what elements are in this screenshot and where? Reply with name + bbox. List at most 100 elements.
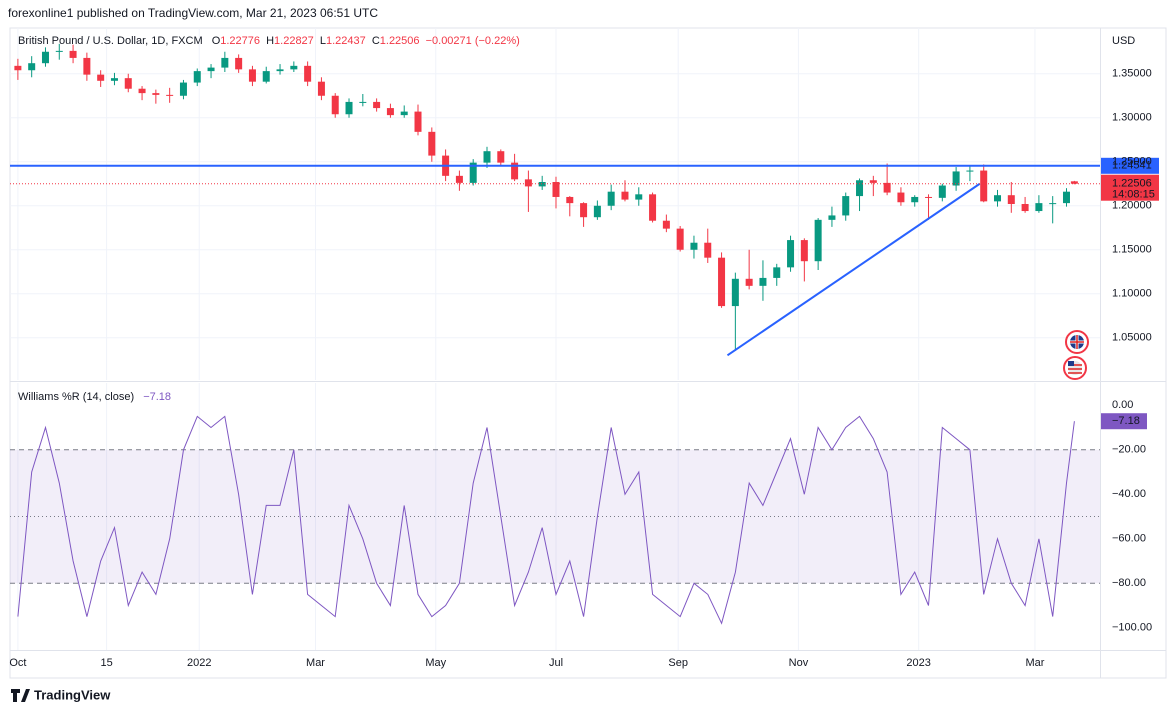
- candle-body: [828, 215, 836, 220]
- gbp-cross-red: [1070, 335, 1084, 349]
- ohlc-value: 1.22776: [220, 35, 260, 47]
- currency: USD: [1112, 35, 1135, 47]
- candle-body: [276, 69, 284, 72]
- candle-body: [41, 51, 49, 64]
- candle-body: [345, 101, 353, 115]
- y-tick-label: 1.10000: [1112, 288, 1152, 300]
- oscillator-value: −7.18: [143, 391, 171, 403]
- x-tick-label: May: [425, 657, 446, 669]
- candle-body: [800, 240, 808, 262]
- trendline: [726, 182, 981, 357]
- logo: [11, 689, 30, 702]
- candle-body: [773, 267, 781, 278]
- candle-body: [911, 196, 919, 203]
- candle-body: [83, 57, 91, 75]
- candle-body: [511, 162, 519, 180]
- x-tick-label: 15: [100, 657, 112, 669]
- candle-body: [690, 242, 698, 250]
- ohlc-letter: O: [212, 35, 221, 47]
- candle-body: [193, 71, 201, 83]
- candle-body: [635, 194, 643, 200]
- candle-body: [925, 196, 933, 198]
- candle-body: [580, 203, 588, 218]
- candle-body: [124, 78, 132, 89]
- x-tick-label: Sep: [668, 657, 688, 669]
- candle-body: [787, 240, 795, 268]
- ohlc-value: 1.22506: [380, 35, 420, 47]
- candle-body: [952, 171, 960, 186]
- candle-body: [649, 194, 657, 221]
- footer: TradingView: [11, 687, 111, 702]
- x-tick-label: Mar: [1025, 657, 1044, 669]
- y-tick-label: 1.20000: [1112, 200, 1152, 212]
- y-tick-label: 0.00: [1112, 399, 1133, 411]
- candle-body: [166, 94, 174, 96]
- candle-body: [1007, 195, 1015, 204]
- y-tick-label: −100.00: [1112, 622, 1152, 634]
- x-tick-label: Oct: [9, 657, 26, 669]
- level-label-box: [1101, 157, 1159, 174]
- candle-body: [662, 220, 670, 229]
- candle-body: [980, 170, 988, 202]
- candle-body: [414, 111, 422, 132]
- candle-body: [138, 88, 146, 94]
- candle-body: [538, 182, 546, 187]
- candle-body: [400, 111, 408, 116]
- candle-body: [483, 151, 491, 163]
- y-tick-label: 1.35000: [1112, 68, 1152, 80]
- candle-body: [704, 242, 712, 258]
- candle-body: [883, 182, 891, 193]
- x-tick-label: Mar: [306, 657, 325, 669]
- candle-body: [152, 93, 160, 95]
- oscillator-title: Williams %R (14, close): [18, 391, 134, 403]
- candle-body: [1021, 204, 1029, 212]
- candle-body: [55, 50, 63, 52]
- legend: British Pound / U.S. Dollar, 1D, FXCM O1…: [18, 35, 520, 47]
- x-tick-label: 2022: [187, 657, 211, 669]
- ohlc-letter: L: [320, 35, 326, 47]
- usd-canton: [1068, 361, 1074, 366]
- candle-body: [966, 170, 974, 172]
- oscillator-value-box: [1101, 413, 1147, 430]
- level-label: 1.24541: [1112, 160, 1152, 172]
- candle-body: [373, 101, 381, 109]
- candle-body: [745, 278, 753, 286]
- candle-body: [97, 74, 105, 81]
- candle-body: [1049, 203, 1057, 205]
- currency-icons: [1063, 330, 1089, 380]
- y-tick-label: −20.00: [1112, 444, 1146, 456]
- y-tick-label: −60.00: [1112, 533, 1146, 545]
- symbol-title: British Pound / U.S. Dollar, 1D, FXCM: [18, 35, 203, 47]
- candle-body: [718, 257, 726, 307]
- candle-body: [290, 65, 298, 70]
- candle-body: [69, 50, 77, 58]
- candle-body: [994, 195, 1002, 202]
- candle-body: [552, 182, 560, 197]
- candle-body: [938, 185, 946, 198]
- y-tick-label: −80.00: [1112, 577, 1146, 589]
- candle-body: [428, 131, 436, 156]
- candle-body: [304, 65, 312, 82]
- candle-body: [897, 192, 905, 203]
- candle-body: [331, 95, 339, 115]
- ohlc-value: 1.22437: [326, 35, 366, 47]
- candle-body: [359, 101, 367, 103]
- x-tick-label: Jul: [549, 657, 563, 669]
- candle-body: [248, 69, 256, 82]
- y-tick-label: 1.25000: [1112, 156, 1152, 168]
- grid: [10, 28, 1100, 650]
- candle-body: [469, 162, 477, 183]
- countdown: 14:08:15: [1112, 189, 1155, 201]
- candle-body: [731, 278, 739, 307]
- frame: [9, 27, 1167, 679]
- candle-body: [14, 65, 22, 71]
- candle-body: [455, 175, 463, 183]
- candle-body: [869, 180, 877, 183]
- y-tick-label: 1.15000: [1112, 244, 1152, 256]
- oscillator-line: [17, 415, 1075, 625]
- oscillator-value-label: −7.18: [1112, 415, 1140, 427]
- candle-body: [676, 228, 684, 250]
